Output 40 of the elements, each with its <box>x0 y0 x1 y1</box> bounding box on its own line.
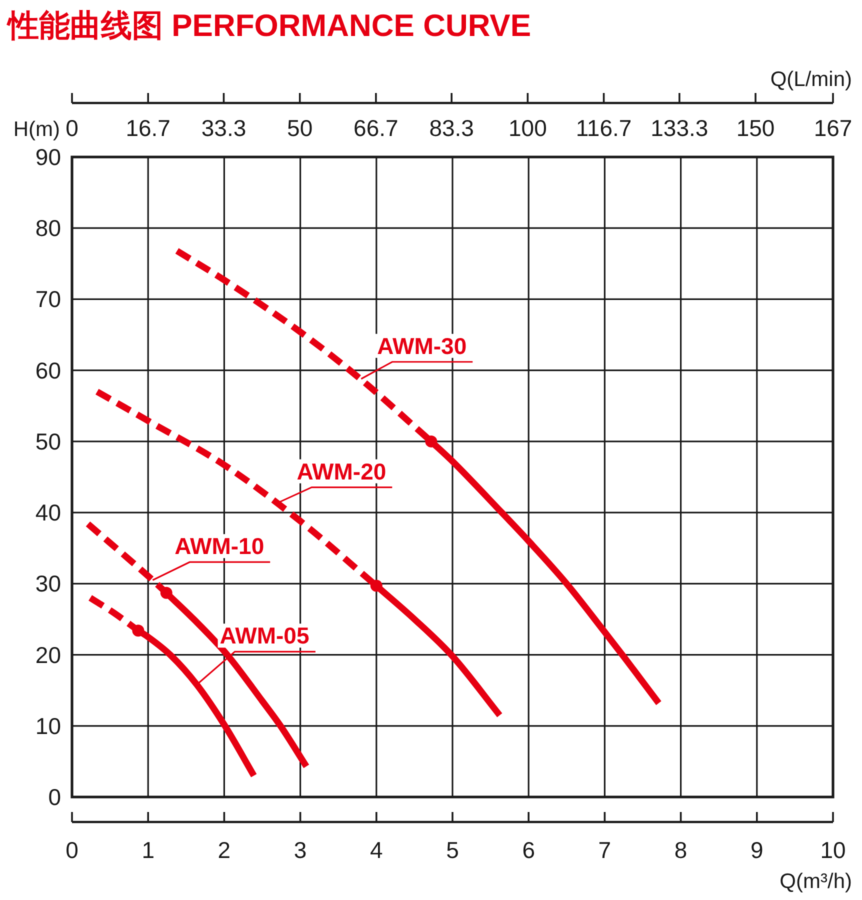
y-tick-label: 60 <box>35 357 61 384</box>
ylabel: H(m) <box>13 118 60 141</box>
x2-tick-label: 33.3 <box>201 115 246 141</box>
x2-tick-label: 133.3 <box>650 115 708 141</box>
y-tick-label: 30 <box>35 570 61 597</box>
y-tick-label: 80 <box>35 215 61 242</box>
annotation: AWM-30 <box>377 332 467 359</box>
x2label: Q(L/min) <box>770 68 852 91</box>
x2-tick-label: 16.7 <box>126 115 170 141</box>
x2-tick-label: 83.3 <box>429 115 474 141</box>
x-tick-label: 4 <box>370 837 383 863</box>
xlabel: Q(m³/h) <box>780 870 852 893</box>
annotation: AWM-05 <box>220 622 310 649</box>
y-tick-label: 20 <box>35 642 61 668</box>
annotation: AWM-05 <box>196 622 316 686</box>
y-tick-label: 0 <box>48 784 61 810</box>
x-tick-label: 7 <box>598 837 612 863</box>
x-tick-label: 8 <box>674 837 688 863</box>
x-tick-label: 3 <box>294 837 307 863</box>
y-tick-label: 50 <box>35 428 61 454</box>
x-tick-label: 1 <box>142 837 154 863</box>
x-tick-label: 5 <box>446 837 459 863</box>
x2-tick-label: 150 <box>736 115 775 141</box>
x2-tick-label: 100 <box>508 115 547 141</box>
x-tick-label: 10 <box>820 837 846 863</box>
title: 性能曲线图 PERFORMANCE CURVE <box>8 8 532 43</box>
x2-tick-label: 66.7 <box>354 115 398 141</box>
annotation: AWM-30 <box>360 332 473 380</box>
x2-tick-label: 116.7 <box>576 115 632 141</box>
x2-tick-label: 167 <box>814 115 852 141</box>
y-tick-label: 70 <box>35 286 61 312</box>
x-tick-label: 6 <box>522 837 535 863</box>
x-tick-label: 2 <box>218 837 231 863</box>
x-tick-label: 0 <box>66 837 78 863</box>
y-tick-label: 10 <box>35 712 61 739</box>
x2-tick-label: 50 <box>287 115 313 141</box>
x-tick-label: 9 <box>750 837 764 863</box>
y-tick-label: 90 <box>35 144 61 170</box>
y-tick-label: 40 <box>35 500 61 526</box>
x2-tick-label: 0 <box>66 115 78 141</box>
